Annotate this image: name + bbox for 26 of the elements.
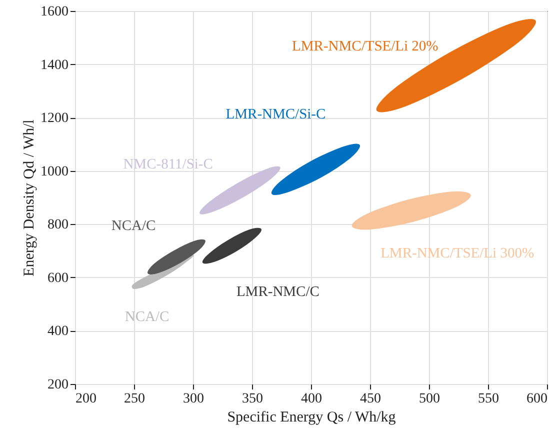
y-tick-label: 600 [48,270,68,286]
y-tick-label: 1600 [40,4,68,20]
series-label: NCA/C [124,309,170,326]
series-label: LMR-NMC/TSE/Li 300% [380,246,534,262]
y-tick-label: 1200 [40,111,68,126]
x-tick-label: 300 [183,392,204,406]
y-tick-label: 1000 [40,164,68,180]
text: LMR-NMC/Si-C [226,106,326,122]
y-tick-label: 400 [48,324,68,340]
x-tick-label: 350 [242,392,263,406]
series-label: NCA/C [111,218,156,234]
series-label: LMR-NMC/TSE/Li 20% [292,38,438,55]
y-tick-label: 800 [48,218,68,233]
x-tick-label: 550 [478,392,499,406]
x-tick-label: 600 [526,392,548,406]
text: LMR-NMC/C [236,284,320,300]
x-tick-label: 250 [124,392,145,406]
x-axis-title: Specific Energy Qs / Wh/kg [227,410,396,426]
x-tick-label: 450 [360,392,381,406]
x-tick-label: 200 [76,392,96,406]
y-tick-label: 200 [48,378,68,392]
series-label: NMC-811/Si-C [123,156,213,172]
x-tick-label: 500 [419,392,440,406]
y-axis-title: Energy Density Qd / Wh/l [22,120,38,276]
y-tick-label: 1400 [40,58,68,73]
x-tick-label: 400 [301,392,322,406]
